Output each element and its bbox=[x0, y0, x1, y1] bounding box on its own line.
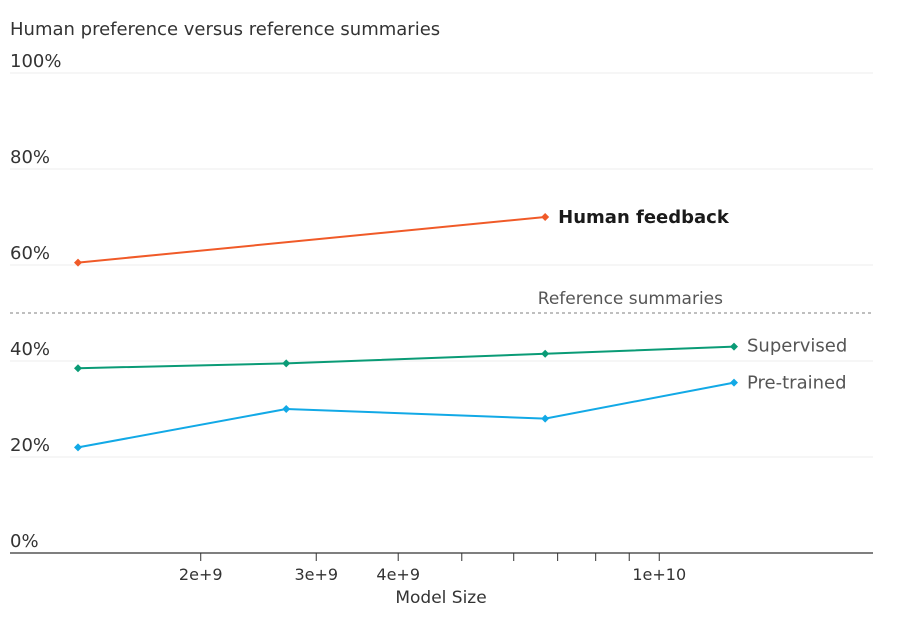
y-axis-tick-labels: 0% 20% 40% 60% 80% 100% bbox=[10, 51, 61, 552]
x-axis-label: Model Size bbox=[395, 588, 486, 608]
chart-title: Human preference versus reference summar… bbox=[10, 19, 441, 40]
series-label: Supervised bbox=[747, 336, 847, 357]
y-tick-label: 20% bbox=[10, 435, 50, 456]
y-tick-label: 100% bbox=[10, 51, 61, 72]
x-tick-label: 4e+9 bbox=[376, 565, 420, 584]
reference-line-group: Reference summaries bbox=[10, 289, 873, 314]
data-point bbox=[74, 258, 82, 267]
series-label: Pre-trained bbox=[747, 373, 847, 394]
data-point bbox=[74, 364, 82, 373]
reference-line-label: Reference summaries bbox=[538, 289, 723, 309]
series-line bbox=[77, 216, 546, 264]
series-label: Human feedback bbox=[558, 207, 730, 228]
data-point bbox=[282, 359, 291, 368]
y-tick-label: 60% bbox=[10, 243, 50, 264]
data-point bbox=[541, 349, 550, 358]
series-labels: Human feedback Supervised Pre-trained bbox=[558, 207, 847, 394]
gridlines bbox=[10, 72, 873, 458]
x-tick-label: 2e+9 bbox=[179, 565, 223, 584]
data-point bbox=[282, 405, 291, 413]
data-point bbox=[541, 414, 550, 423]
series-line bbox=[77, 345, 735, 370]
x-tick-label: 1e+10 bbox=[632, 565, 686, 584]
x-tick-label: 3e+9 bbox=[294, 565, 338, 584]
data-point bbox=[730, 342, 738, 351]
series-lines bbox=[74, 213, 738, 452]
data-point bbox=[730, 378, 738, 387]
data-point bbox=[74, 443, 82, 452]
x-axis: 2e+9 3e+9 4e+9 1e+10 Model Size bbox=[10, 552, 873, 608]
y-tick-label: 40% bbox=[10, 339, 50, 360]
data-point bbox=[541, 213, 550, 221]
y-tick-label: 80% bbox=[10, 147, 50, 168]
series-line bbox=[77, 381, 735, 449]
y-tick-label: 0% bbox=[10, 531, 39, 552]
